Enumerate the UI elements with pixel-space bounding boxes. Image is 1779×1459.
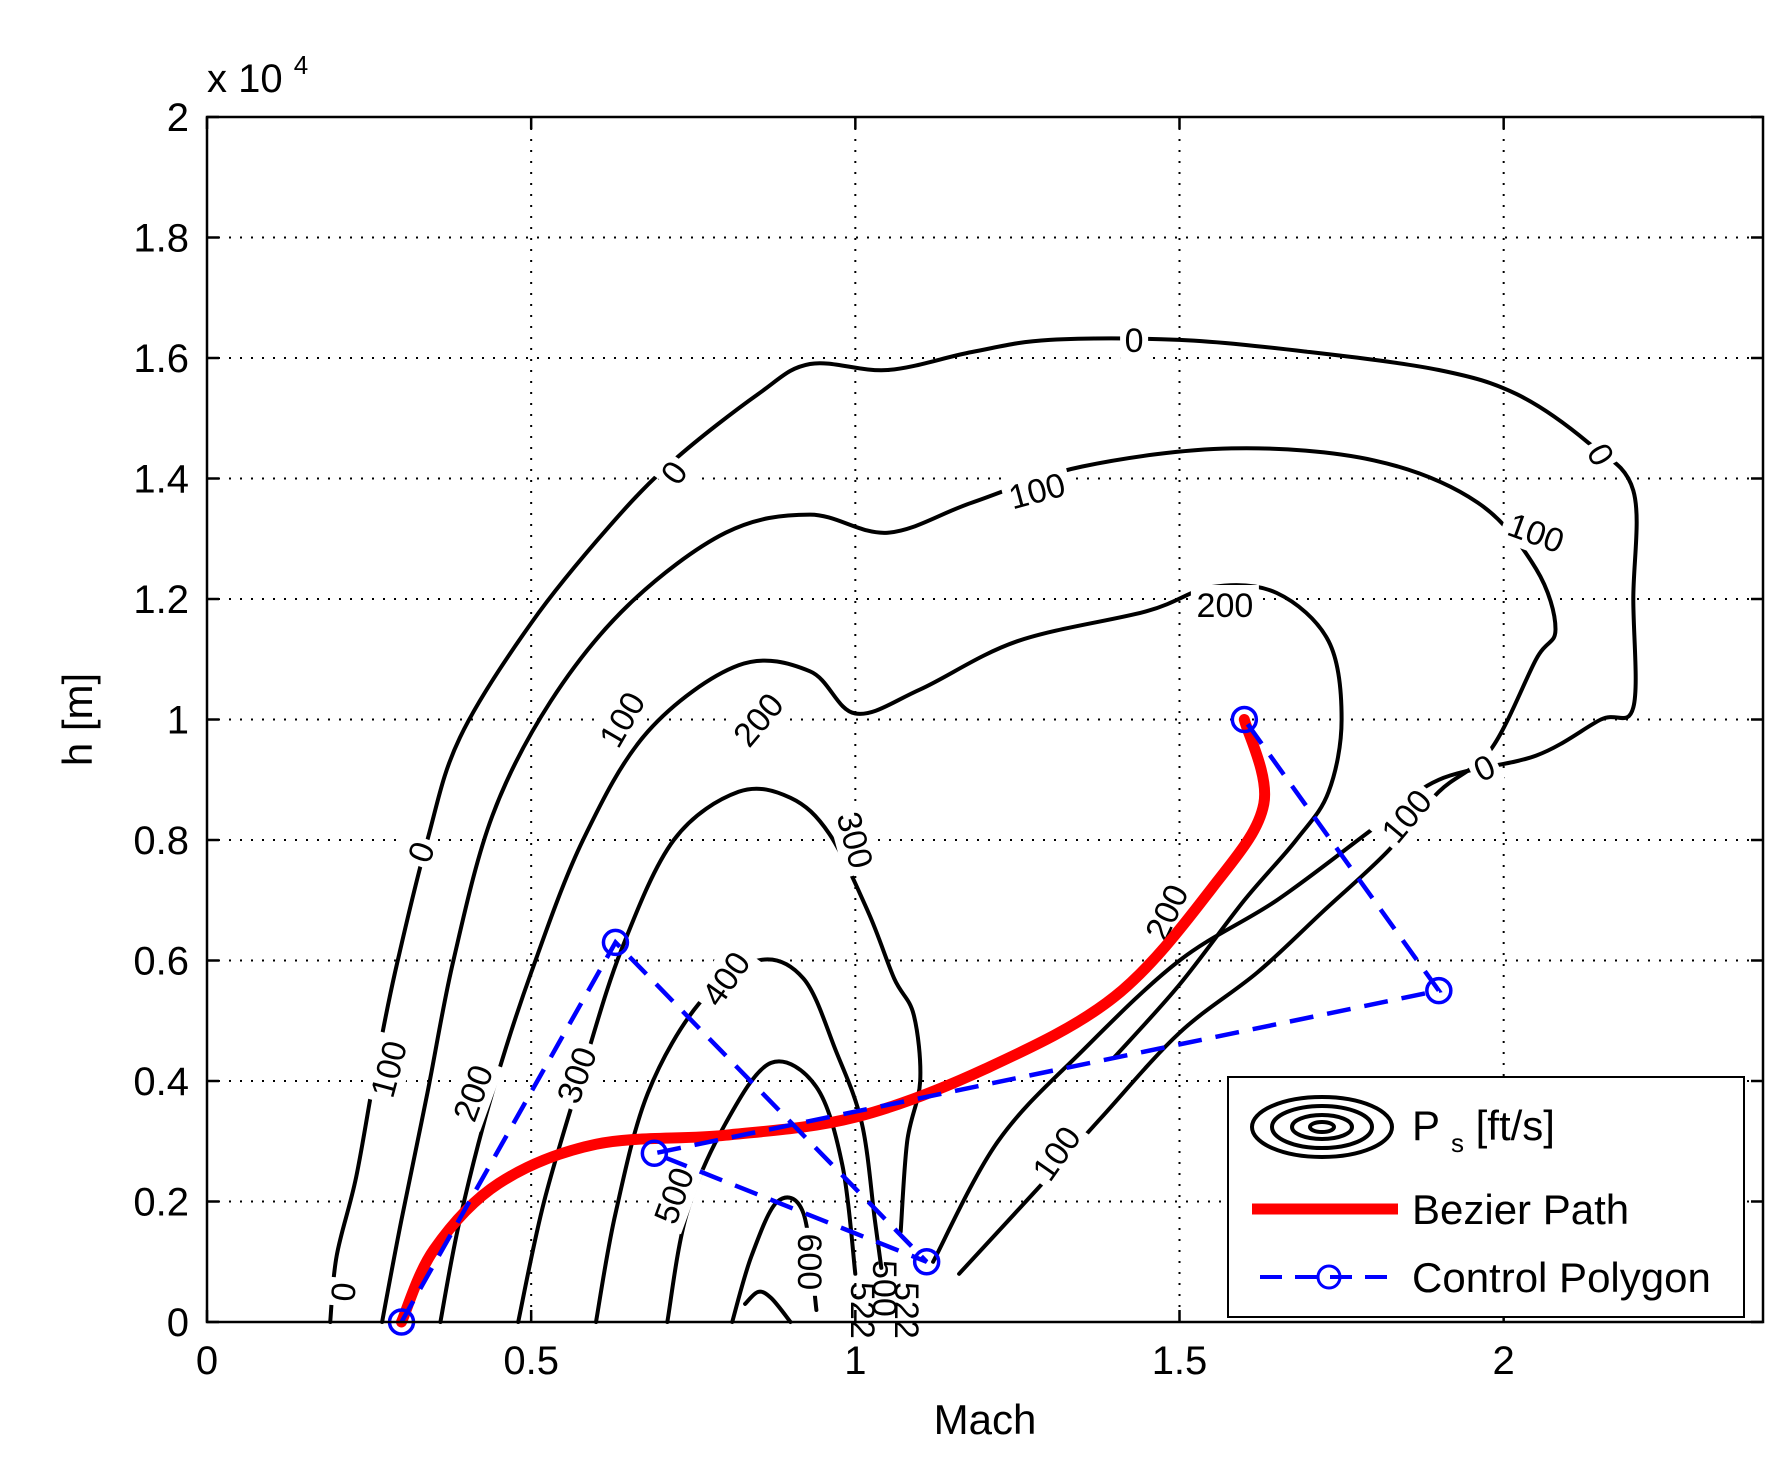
contour-label-background <box>998 462 1075 519</box>
y-axis-label: h [m] <box>54 673 101 766</box>
y-exponent-label: x 10 4 <box>207 50 308 101</box>
y-tick-label: 0 <box>167 1301 189 1345</box>
y-tick-label: 0.2 <box>133 1181 189 1225</box>
y-exponent-base: x 10 <box>207 57 283 101</box>
control-point-marker <box>1230 705 1259 734</box>
small-contour-label-1: 500 <box>865 1260 903 1317</box>
contour-line-400 <box>594 957 884 1324</box>
legend-entry-bezier: Bezier Path <box>1412 1186 1629 1233</box>
contour-label-background <box>546 1036 607 1114</box>
contour-label-background <box>790 1227 830 1296</box>
x-axis-label: Mach <box>934 1396 1037 1443</box>
contour-label-background <box>649 449 699 496</box>
legend: P s [ft/s] Bezier Path Control Polygon <box>1227 1076 1745 1318</box>
legend-ps-unit: [ft/s] <box>1476 1102 1555 1149</box>
y-exponent-power: 4 <box>294 50 308 80</box>
x-tick-label: 2 <box>1493 1339 1515 1383</box>
contour-line-inner <box>743 1289 793 1324</box>
contour-label-background <box>1190 585 1259 625</box>
y-tick-label: 0.6 <box>133 940 189 984</box>
contour-label-background <box>360 1030 417 1108</box>
contour-label-background <box>827 801 884 879</box>
contour-label-background <box>321 1276 365 1308</box>
contour-label-background <box>1120 319 1149 360</box>
small-contour-label-3: 522 <box>887 1282 925 1339</box>
legend-ps-subscript: s <box>1451 1128 1464 1158</box>
contour-label-background <box>689 939 762 1018</box>
contour-label-group: 200 <box>442 1054 504 1132</box>
small-contour-label-2: 522 <box>843 1282 881 1339</box>
y-tick-label: 1.4 <box>133 458 189 502</box>
y-tick-label: 0.4 <box>133 1060 189 1104</box>
contour-label-background <box>587 680 657 759</box>
contour-label-background <box>1576 432 1626 477</box>
y-tick-label: 1.2 <box>133 578 189 622</box>
contour-label-background <box>1134 873 1199 952</box>
x-tick-label: 0 <box>196 1339 218 1383</box>
contour-label-group: 600 <box>790 1227 830 1296</box>
legend-contour-icon <box>1250 1095 1394 1159</box>
contour-line-200 <box>438 583 1344 1324</box>
x-tick-label: 1.5 <box>1152 1339 1208 1383</box>
contour-label: 0 <box>1125 322 1144 360</box>
axis-ticks: 0 0.5 1 1.5 2 0 0.2 0.4 0.6 0.8 1 1.2 1.4 1.6 1.8 2 <box>133 96 1763 1383</box>
series-lines <box>387 705 1453 1336</box>
contour-label-background <box>1020 1113 1093 1193</box>
contour-label-background <box>643 1156 705 1235</box>
contour-label: 600 <box>790 1233 828 1290</box>
y-tick-label: 0.8 <box>133 819 189 863</box>
contour-line-0 <box>328 336 1639 1324</box>
control-point-marker <box>601 928 630 957</box>
contour-label-background <box>1497 502 1575 564</box>
contour-label-group: 200 <box>1190 585 1259 625</box>
x-tick-label: 0.5 <box>503 1339 559 1383</box>
contour-label-background <box>1369 776 1444 855</box>
contour-label-group: 0 <box>1120 319 1149 360</box>
control-polygon-line <box>399 718 1443 1324</box>
bezier-path-line <box>396 714 1271 1328</box>
control-point-marker <box>640 1139 669 1168</box>
contour-label-background <box>720 680 796 759</box>
contour-line-100 <box>380 446 1558 1324</box>
control-point-marker <box>912 1248 941 1276</box>
y-tick-label: 2 <box>167 96 189 140</box>
legend-entry-control: Control Polygon <box>1412 1254 1711 1301</box>
legend-entry-ps: P s [ft/s] <box>1412 1102 1555 1161</box>
contour-label-background <box>397 832 445 872</box>
y-tick-label: 1.6 <box>133 337 189 381</box>
x-tick-label: 1 <box>844 1339 866 1383</box>
control-point-marker <box>1425 976 1453 1005</box>
y-tick-label: 1.8 <box>133 217 189 261</box>
contour-label-background <box>1463 743 1506 792</box>
contour-label-group: 0 <box>321 1276 365 1308</box>
y-tick-label: 1 <box>167 699 189 743</box>
legend-control-marker <box>1316 1264 1342 1290</box>
contour-label: 0 <box>324 1281 364 1303</box>
contour-label: 200 <box>1197 587 1254 625</box>
legend-ps-symbol: P <box>1412 1102 1439 1149</box>
contour-label-background <box>442 1054 504 1132</box>
